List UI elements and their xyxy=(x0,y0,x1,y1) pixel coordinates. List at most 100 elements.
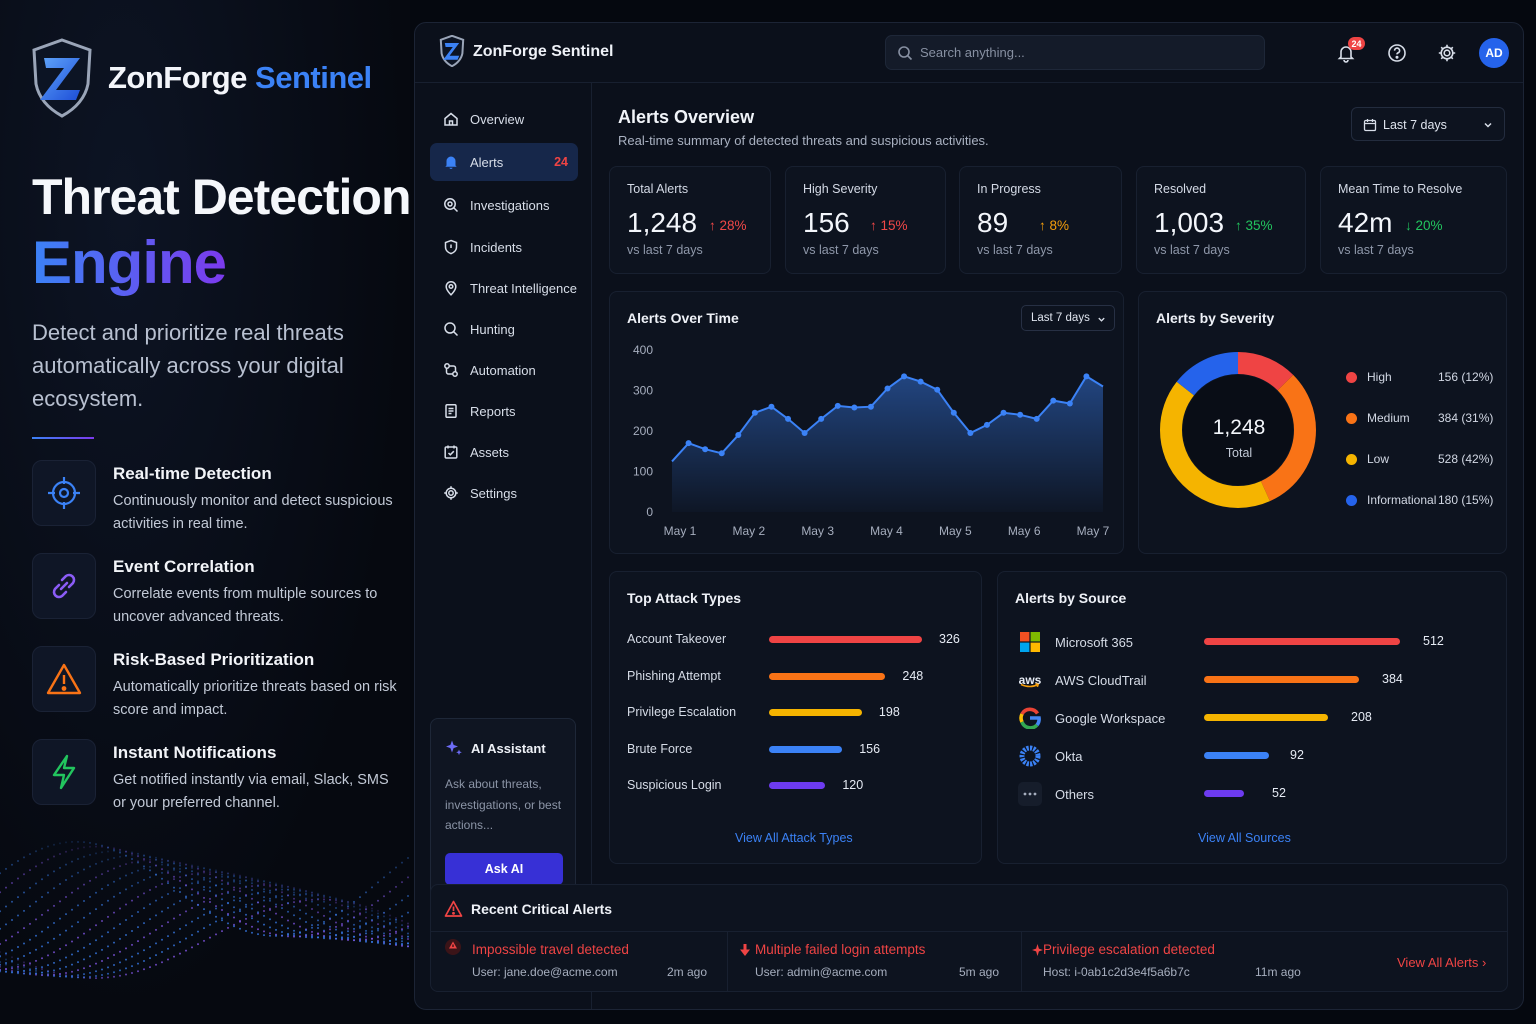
chart-title: Alerts Over Time xyxy=(627,310,739,326)
chart-range-select[interactable]: Last 7 days xyxy=(1021,305,1115,331)
settings-button[interactable] xyxy=(1435,41,1459,65)
critical-alert-detail: User: jane.doe@acme.com xyxy=(472,965,618,979)
chevron-down-icon xyxy=(1484,122,1492,128)
view-all-sources-link[interactable]: View All Sources xyxy=(1198,831,1291,845)
alert-fire-icon xyxy=(445,939,461,955)
stat-value: 1,248 xyxy=(627,207,698,238)
critical-alert-title: Multiple failed login attempts xyxy=(755,942,926,957)
sidebar-item-incidents[interactable]: Incidents xyxy=(430,228,578,266)
bar-value-label: 198 xyxy=(878,705,900,720)
feature-desc: Get notified instantly via email, Slack,… xyxy=(113,772,389,811)
app-name: ZonForge Sentinel xyxy=(473,43,614,60)
data-point xyxy=(917,378,924,385)
legend-swatch xyxy=(1346,454,1357,465)
top-attack-types-card: Top Attack Types Account Takeover 326 Phis… xyxy=(609,571,982,864)
stat-change: ↓ 20% xyxy=(1405,218,1443,233)
help-button[interactable] xyxy=(1385,41,1409,65)
sidebar-item-threat-intelligence[interactable]: Threat Intelligence xyxy=(430,269,578,307)
legend-value: 156 (12%) xyxy=(1438,370,1494,384)
bell-icon xyxy=(445,156,457,170)
chart-title: Alerts by Source xyxy=(1015,590,1127,606)
shield-logo-icon xyxy=(32,38,92,118)
search-icon xyxy=(444,322,459,337)
stat-change: ↑ 15% xyxy=(870,218,908,233)
sidebar-item-hunting[interactable]: Hunting xyxy=(430,310,578,348)
legend-value: 180 (15%) xyxy=(1438,493,1494,507)
data-point xyxy=(983,421,990,428)
attack-type-row: Phishing Attempt 248 xyxy=(610,667,981,687)
avatar[interactable]: AD xyxy=(1479,38,1509,68)
bar xyxy=(769,672,886,680)
data-point xyxy=(1017,411,1024,418)
wave-dots xyxy=(0,840,409,980)
data-point xyxy=(751,409,758,416)
alerts-by-severity-card: Alerts by Severity 1,248 Total High 156 … xyxy=(1138,291,1507,554)
arrow-up-icon: ↑ xyxy=(1039,218,1046,233)
help-icon xyxy=(1388,44,1406,62)
stat-card-total-alerts: Total Alerts 1,248 ↑ 28% vs last 7 days xyxy=(609,166,771,274)
search-box[interactable] xyxy=(885,35,1265,70)
y-tick-label: 200 xyxy=(633,424,653,438)
data-point xyxy=(818,415,825,422)
stat-change: ↑ 35% xyxy=(1235,218,1273,233)
source-name: Google Workspace xyxy=(1055,711,1166,726)
warning-icon xyxy=(32,646,96,712)
legend-swatch xyxy=(1346,413,1357,424)
view-all-attack-types-link[interactable]: View All Attack Types xyxy=(735,831,853,845)
link-icon xyxy=(32,553,96,619)
location-pin-icon xyxy=(445,281,457,296)
google-logo-icon xyxy=(1018,706,1042,730)
hero-title-accent: Engine xyxy=(32,229,227,296)
okta-logo-icon xyxy=(1018,744,1042,768)
alerts-over-time-card: Alerts Over Time Last 7 days 0 100 200 300 4… xyxy=(609,291,1124,554)
source-bar xyxy=(1204,714,1328,721)
critical-alert-detail: Host: i-0ab1c2d3e4f5a6b7c xyxy=(1043,965,1190,979)
source-bar xyxy=(1204,752,1269,759)
bar xyxy=(769,745,843,753)
sidebar-item-assets[interactable]: Assets xyxy=(430,433,578,471)
y-tick-label: 300 xyxy=(633,384,653,398)
search-input[interactable] xyxy=(920,36,1250,69)
notifications-button[interactable] xyxy=(1334,41,1358,65)
app-logo-icon xyxy=(439,35,465,67)
feature-realtime-detection: Real-time Detection Continuously monitor… xyxy=(32,460,402,532)
sidebar-item-overview[interactable]: Overview xyxy=(430,100,578,138)
donut-slice xyxy=(1160,352,1316,508)
arrow-up-icon: ↑ xyxy=(870,218,877,233)
stat-value: 156 xyxy=(803,207,850,238)
y-tick-label: 0 xyxy=(646,505,653,519)
stat-label: Total Alerts xyxy=(627,182,689,196)
sidebar-item-automation[interactable]: Automation xyxy=(430,351,578,389)
critical-alert-item[interactable]: Privilege escalation detected Host: i-0a… xyxy=(1022,932,1322,992)
bar-value-label: 326 xyxy=(939,632,960,646)
ai-assistant-title: AI Assistant xyxy=(471,741,546,756)
decorative-wave xyxy=(0,840,409,980)
ask-ai-button[interactable]: Ask AI xyxy=(445,853,563,885)
workflow-icon xyxy=(444,363,458,377)
sidebar-item-reports[interactable]: Reports xyxy=(430,392,578,430)
sidebar-item-alerts[interactable]: Alerts 24 xyxy=(430,143,578,181)
attack-type-row: Privilege Escalation 198 xyxy=(610,703,981,723)
sidebar-item-label: Assets xyxy=(470,445,510,460)
critical-alert-item[interactable]: Impossible travel detected User: jane.do… xyxy=(431,932,727,992)
sidebar-item-investigations[interactable]: Investigations xyxy=(430,186,578,224)
stat-compare: vs last 7 days xyxy=(1338,243,1414,257)
gear-icon xyxy=(1438,44,1456,62)
arrow-up-icon: ↑ xyxy=(709,218,716,233)
source-value: 92 xyxy=(1290,748,1304,762)
date-range-select[interactable]: Last 7 days xyxy=(1351,107,1505,141)
donut-total-value: 1,248 xyxy=(1212,416,1266,439)
x-tick-label: May 5 xyxy=(939,524,972,538)
bar-label: Suspicious Login xyxy=(627,778,722,793)
view-all-alerts-link[interactable]: View All Alerts › xyxy=(1397,955,1487,970)
sidebar-item-settings[interactable]: Settings xyxy=(430,474,578,512)
critical-alert-item[interactable]: Multiple failed login attempts User: adm… xyxy=(728,932,1020,992)
ai-assistant-card: AI Assistant Ask about threats, investig… xyxy=(430,718,576,900)
critical-alert-title: Impossible travel detected xyxy=(472,942,629,957)
critical-alert-time: 11m ago xyxy=(1255,965,1301,979)
data-point xyxy=(967,430,974,437)
bar-label: Phishing Attempt xyxy=(627,668,721,683)
x-tick-label: May 7 xyxy=(1077,524,1110,538)
data-point xyxy=(801,430,808,437)
legend-label: High xyxy=(1367,370,1392,384)
